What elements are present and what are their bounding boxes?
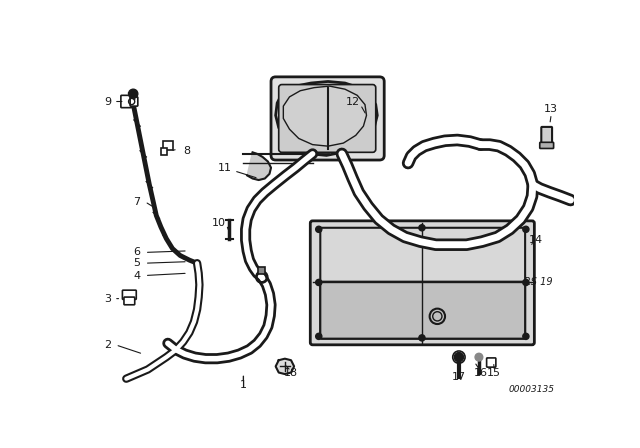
Text: 4: 4	[134, 271, 141, 280]
Text: 00003135: 00003135	[509, 385, 555, 394]
Text: 15: 15	[487, 367, 501, 378]
Circle shape	[523, 280, 529, 285]
Text: 11: 11	[218, 163, 232, 173]
FancyBboxPatch shape	[541, 127, 552, 146]
FancyBboxPatch shape	[279, 85, 376, 152]
FancyBboxPatch shape	[124, 297, 135, 305]
Polygon shape	[276, 82, 378, 155]
Text: 16: 16	[474, 367, 488, 378]
Circle shape	[454, 353, 463, 362]
Text: 8: 8	[183, 146, 190, 156]
FancyBboxPatch shape	[259, 267, 265, 274]
Text: 13: 13	[544, 104, 558, 114]
FancyBboxPatch shape	[271, 77, 384, 160]
FancyBboxPatch shape	[130, 97, 138, 106]
Circle shape	[316, 333, 322, 340]
Text: 3: 3	[104, 293, 111, 304]
Circle shape	[129, 89, 138, 99]
Circle shape	[523, 333, 529, 340]
FancyBboxPatch shape	[540, 142, 554, 148]
Text: 1: 1	[240, 380, 247, 390]
Text: 2: 2	[104, 340, 111, 350]
Polygon shape	[276, 359, 294, 374]
Circle shape	[523, 226, 529, 233]
Text: 7: 7	[134, 197, 141, 207]
Text: RS 19: RS 19	[524, 277, 552, 287]
Text: 6: 6	[134, 247, 141, 258]
Circle shape	[316, 226, 322, 233]
FancyBboxPatch shape	[486, 358, 496, 367]
FancyBboxPatch shape	[310, 221, 534, 345]
FancyBboxPatch shape	[121, 95, 132, 108]
Text: 18: 18	[284, 367, 298, 378]
Text: 5: 5	[134, 258, 141, 268]
Text: 10: 10	[212, 218, 226, 228]
Polygon shape	[284, 86, 367, 146]
Text: 12: 12	[346, 96, 360, 107]
FancyBboxPatch shape	[122, 290, 136, 299]
Text: 17: 17	[452, 372, 466, 382]
Circle shape	[475, 353, 483, 361]
FancyBboxPatch shape	[161, 148, 168, 155]
Circle shape	[316, 280, 322, 285]
Text: 14: 14	[529, 235, 543, 245]
FancyBboxPatch shape	[163, 141, 173, 150]
Text: 9: 9	[104, 96, 111, 107]
Polygon shape	[247, 152, 271, 180]
Circle shape	[419, 335, 425, 341]
FancyBboxPatch shape	[320, 282, 525, 339]
Circle shape	[419, 225, 425, 231]
